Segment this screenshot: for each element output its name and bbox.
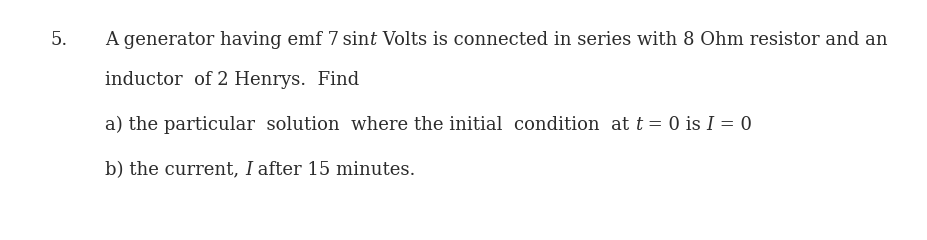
Text: a) the particular  solution  where the initial  condition  at: a) the particular solution where the ini… — [105, 116, 634, 134]
Text: I: I — [705, 116, 713, 134]
Text: b) the current,: b) the current, — [105, 161, 245, 179]
Text: inductor  of 2 Henrys.  Find: inductor of 2 Henrys. Find — [105, 71, 359, 89]
Text: 5.: 5. — [50, 31, 67, 49]
Text: after 15 minutes.: after 15 minutes. — [252, 161, 415, 179]
Text: A generator having emf 7 sin: A generator having emf 7 sin — [105, 31, 369, 49]
Text: t: t — [634, 116, 641, 134]
Text: I: I — [245, 161, 252, 179]
Text: = 0 is: = 0 is — [641, 116, 705, 134]
Text: t: t — [369, 31, 376, 49]
Text: = 0: = 0 — [713, 116, 751, 134]
Text: Volts is connected in series with 8 Ohm resistor and an: Volts is connected in series with 8 Ohm … — [376, 31, 886, 49]
